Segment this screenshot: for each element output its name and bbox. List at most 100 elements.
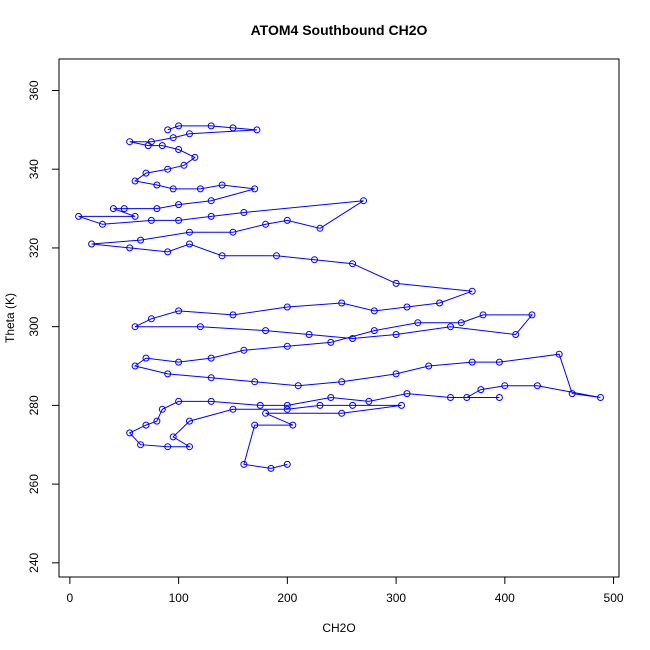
data-point <box>175 358 183 366</box>
series-layer <box>75 122 604 472</box>
data-point <box>495 358 503 366</box>
data-point <box>425 362 433 370</box>
data-point <box>164 370 172 378</box>
data-point <box>169 185 177 193</box>
data-point <box>142 169 150 177</box>
data-point <box>477 386 485 394</box>
data-point <box>338 299 346 307</box>
data-point <box>501 382 509 390</box>
data-point <box>283 216 291 224</box>
data-point <box>468 358 476 366</box>
x-tick-label: 300 <box>386 591 406 605</box>
data-point <box>283 303 291 311</box>
data-point <box>283 405 291 413</box>
data-point <box>283 401 291 409</box>
x-tick-label: 500 <box>604 591 624 605</box>
y-tick-label: 360 <box>27 80 41 100</box>
data-point <box>169 433 177 441</box>
data-point <box>164 248 172 256</box>
data-point <box>360 197 367 205</box>
data-point <box>180 161 188 169</box>
y-tick-label: 320 <box>27 238 41 258</box>
data-point <box>99 220 106 228</box>
data-point <box>164 165 172 173</box>
data-point <box>229 124 237 132</box>
data-point <box>262 327 270 335</box>
y-tick-label: 280 <box>27 395 41 415</box>
data-point <box>158 405 166 413</box>
data-point <box>109 205 117 213</box>
data-point <box>175 122 183 130</box>
plot-frame <box>58 58 620 578</box>
data-point <box>126 138 134 146</box>
data-point <box>338 409 346 417</box>
data-point <box>436 299 444 307</box>
data-point <box>186 228 193 236</box>
data-point <box>88 240 96 248</box>
data-point <box>207 122 215 130</box>
data-point <box>533 382 541 390</box>
y-tick-label: 260 <box>27 474 41 494</box>
data-point <box>186 130 193 138</box>
y-axis-label: Theta (K) <box>3 293 17 343</box>
data-point <box>240 346 248 354</box>
data-point <box>131 177 139 185</box>
data-point <box>262 409 270 417</box>
data-point <box>164 126 172 134</box>
data-point <box>512 331 520 338</box>
data-point <box>495 394 503 401</box>
data-point <box>196 185 204 193</box>
x-tick-label: 100 <box>169 591 189 605</box>
data-point <box>240 209 248 216</box>
data-point <box>267 464 275 472</box>
data-point <box>283 342 291 350</box>
data-point <box>403 303 411 311</box>
data-point <box>327 338 335 346</box>
data-point <box>403 390 411 398</box>
y-tick-label: 340 <box>27 159 41 179</box>
data-point <box>126 429 134 437</box>
data-point <box>392 331 400 338</box>
data-point <box>229 405 237 413</box>
y-axis: 240 260 280 300 320 340 360 <box>27 80 60 573</box>
data-point <box>75 212 83 220</box>
data-point <box>153 417 161 425</box>
data-point <box>126 244 134 252</box>
data-point <box>218 181 226 189</box>
data-point <box>479 311 487 319</box>
data-point <box>597 394 604 401</box>
data-point <box>311 256 318 264</box>
x-tick-label: 200 <box>277 591 297 605</box>
data-point <box>191 153 199 161</box>
data-point <box>316 224 324 232</box>
data-point <box>142 354 150 362</box>
data-point <box>186 417 193 425</box>
data-point <box>305 331 313 338</box>
data-point <box>164 443 172 451</box>
data-point <box>186 240 193 248</box>
data-point <box>207 374 215 382</box>
data-point <box>251 378 259 386</box>
chart-title: ATOM4 Southbound CH2O <box>251 22 428 38</box>
data-point <box>316 401 324 409</box>
data-point <box>229 311 237 319</box>
x-axis-label: CH2O <box>322 621 355 635</box>
data-point <box>137 441 145 449</box>
data-point <box>131 212 139 220</box>
data-point <box>147 315 155 323</box>
data-point <box>370 307 378 315</box>
data-point <box>392 370 400 378</box>
data-point <box>392 279 400 287</box>
data-point <box>158 142 166 150</box>
data-point <box>568 390 576 398</box>
x-axis: 0 100 200 300 400 500 <box>67 576 624 605</box>
data-point <box>175 201 183 209</box>
data-point <box>256 401 264 409</box>
data-point <box>294 382 302 390</box>
data-point <box>447 394 454 401</box>
data-point <box>175 397 183 405</box>
data-point <box>147 216 155 224</box>
y-tick-label: 240 <box>27 552 41 572</box>
data-point <box>414 319 422 327</box>
